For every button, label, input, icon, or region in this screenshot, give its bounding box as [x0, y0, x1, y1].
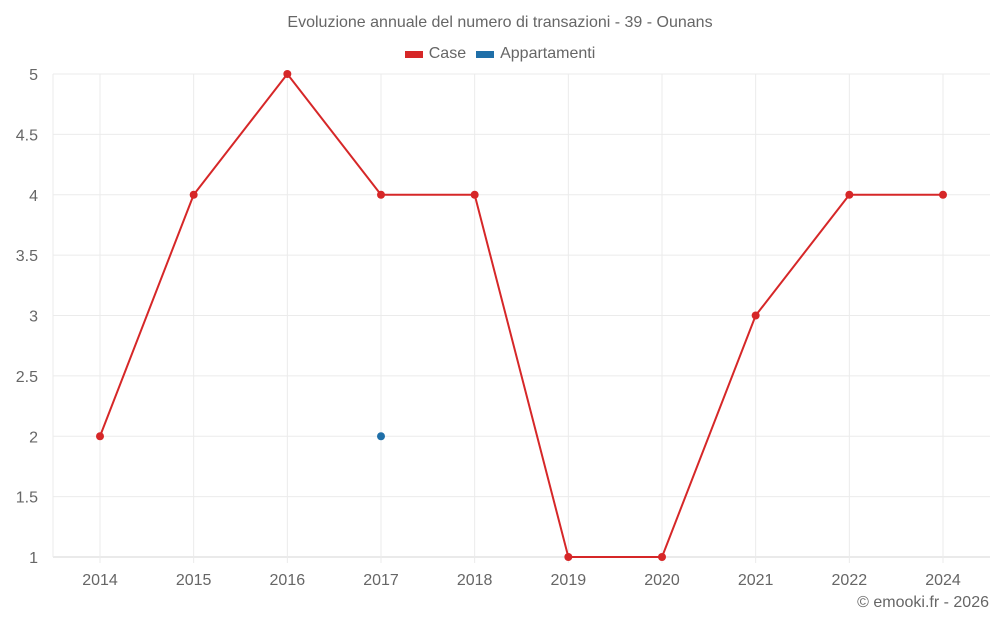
y-tick-label: 5: [29, 67, 38, 84]
y-tick-label: 1: [29, 550, 38, 567]
x-tick-label: 2022: [832, 572, 868, 589]
y-tick-label: 3.5: [16, 248, 38, 265]
data-point-case: [189, 190, 198, 199]
y-tick-label: 2: [29, 429, 38, 446]
y-tick-label: 3: [29, 309, 38, 326]
x-tick-label: 2018: [457, 572, 493, 589]
y-tick-label: 4.5: [16, 127, 38, 144]
data-point-case: [564, 553, 573, 561]
x-tick-label: 2014: [82, 572, 118, 589]
data-point-case: [939, 190, 947, 199]
legend-label-case: Case: [428, 45, 467, 62]
data-point-case: [751, 311, 760, 320]
x-tick-label: 2016: [270, 572, 306, 589]
legend-item-case[interactable]: Case: [404, 45, 467, 63]
x-tick-label: 2015: [176, 572, 212, 589]
data-point-case: [845, 190, 854, 199]
credit-text: © emooki.fr - 2026: [857, 594, 989, 611]
legend-swatch-appartamenti: [476, 50, 495, 58]
data-point-case: [470, 190, 479, 199]
data-point-appartamenti: [377, 432, 385, 441]
data-point-case: [377, 190, 385, 199]
x-tick-label: 2017: [363, 572, 399, 589]
series-line-case: [99, 72, 943, 558]
legend-item-appartamenti[interactable]: Appartamenti: [476, 45, 595, 63]
y-tick-label: 1.5: [16, 490, 38, 507]
data-point-case: [96, 432, 104, 441]
x-tick-label: 2020: [644, 572, 680, 589]
chart-legend: Case Appartamenti: [0, 45, 1000, 63]
y-tick-label: 4: [29, 188, 38, 205]
legend-swatch-case: [404, 50, 423, 58]
x-tick-label: 2019: [551, 572, 587, 589]
chart-title: Evoluzione annuale del numero di transaz…: [287, 14, 713, 31]
x-tick-label: 2021: [738, 572, 774, 589]
data-point-case: [283, 70, 292, 78]
data-point-case: [658, 553, 666, 561]
y-tick-label: 2.5: [16, 369, 38, 386]
x-tick-label: 2024: [925, 572, 961, 589]
legend-label-appartamenti: Appartamenti: [500, 45, 596, 62]
